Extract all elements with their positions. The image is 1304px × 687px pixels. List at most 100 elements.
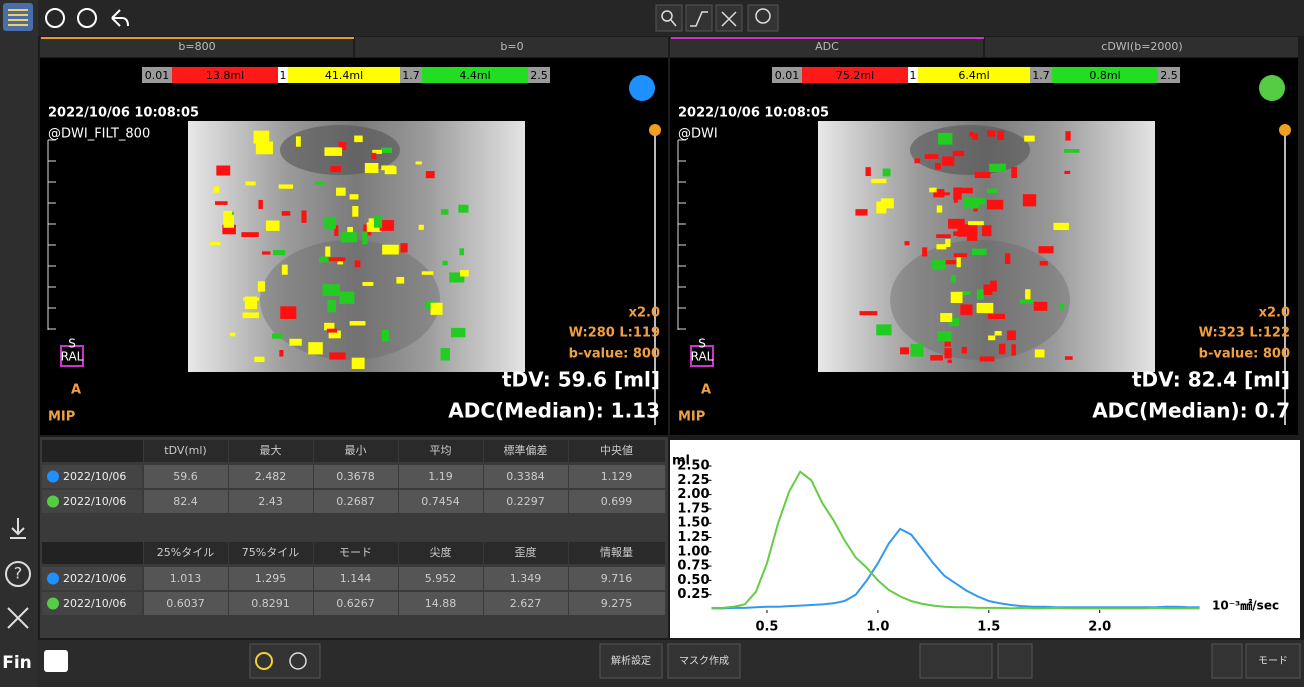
mask-tools[interactable] xyxy=(919,643,993,679)
overlay-blob xyxy=(961,346,967,354)
overlay-blob xyxy=(273,250,286,256)
overlay-blob xyxy=(956,256,961,268)
tab[interactable] xyxy=(355,37,668,57)
cell-value: 0.699 xyxy=(601,495,633,508)
column-header: 中央値 xyxy=(600,444,633,457)
help-icon[interactable] xyxy=(5,561,31,587)
value-cell xyxy=(314,592,398,615)
colorbar-label: 13.8ml xyxy=(206,69,244,82)
value-cell xyxy=(484,592,568,615)
overlay-blob xyxy=(362,231,368,245)
overlay-blob xyxy=(955,291,971,296)
colorbar-label: 1.7 xyxy=(402,69,420,82)
overlay-blob xyxy=(458,204,469,213)
tab-indicator xyxy=(41,37,354,39)
overlay-blob xyxy=(1064,356,1073,360)
overlay-blob xyxy=(254,356,265,363)
histogram-line xyxy=(711,470,1200,610)
colorbar-segment xyxy=(400,67,422,83)
exit-button[interactable]: Fin xyxy=(2,653,32,673)
zoom-level: x2.0 xyxy=(1259,306,1290,321)
overlay-blob xyxy=(1063,149,1080,153)
mode-button[interactable] xyxy=(1245,643,1301,679)
reset-button[interactable] xyxy=(77,8,97,28)
snapshot-button[interactable] xyxy=(44,650,68,672)
orientation-bottom: A xyxy=(701,383,711,398)
value-cell xyxy=(144,567,228,590)
overlay-blob xyxy=(936,244,947,250)
value-cell xyxy=(314,490,398,513)
header-cell xyxy=(229,440,313,462)
tab-indicator xyxy=(671,37,984,39)
row-date: 2022/10/06 xyxy=(63,470,126,483)
mask-create-button[interactable] xyxy=(667,643,741,679)
b-value: b-value: 800 xyxy=(1199,347,1290,362)
overlay-blob xyxy=(440,209,449,215)
tools-icon[interactable] xyxy=(7,607,29,629)
acquisition-date: 2022/10/06 10:08:05 xyxy=(678,106,829,121)
colorbar-segment xyxy=(772,67,802,83)
overlay-blob xyxy=(213,186,220,193)
overlay-blob xyxy=(338,141,347,150)
slider-knob[interactable] xyxy=(1279,124,1291,136)
view-button[interactable] xyxy=(1211,643,1243,679)
overlay-blob xyxy=(944,341,951,347)
overlay-blob xyxy=(950,291,963,304)
overlay-blob xyxy=(430,302,443,315)
header-cell xyxy=(144,542,228,564)
zoom-button[interactable] xyxy=(655,4,683,32)
tab[interactable] xyxy=(40,37,353,57)
value-cell xyxy=(399,490,483,513)
menu-button[interactable] xyxy=(3,3,33,31)
overlay-blob xyxy=(988,335,996,341)
overlay-blob xyxy=(334,225,339,236)
overlay-blob xyxy=(326,328,338,333)
tab[interactable] xyxy=(985,37,1298,57)
x-axis-label: 10⁻³㎟/sec xyxy=(1212,598,1279,613)
column-header: 尖度 xyxy=(430,545,452,559)
value-cell xyxy=(144,592,228,615)
overlay-blob xyxy=(1022,194,1037,207)
header-cell xyxy=(399,440,483,462)
mask-erase-button[interactable] xyxy=(997,643,1033,679)
overlay-blob xyxy=(272,333,283,339)
overlay-blob xyxy=(960,304,973,316)
tumor-volume: tDV: 82.4 [ml] xyxy=(1132,368,1290,392)
header-cell xyxy=(484,440,568,462)
info-button[interactable] xyxy=(45,8,65,28)
sidebar xyxy=(0,0,38,687)
column-header: 歪度 xyxy=(515,545,537,559)
overlay-blob xyxy=(324,216,336,229)
overlay-blob xyxy=(328,330,341,339)
y-tick-label: 1.00 xyxy=(677,544,709,559)
overlay-blob xyxy=(324,147,343,156)
overlay-blob xyxy=(301,210,307,223)
undo-button[interactable] xyxy=(111,9,129,27)
circle-roi-button[interactable] xyxy=(255,652,273,670)
slider-knob[interactable] xyxy=(649,124,661,136)
tab[interactable] xyxy=(670,37,983,57)
overlay-blob xyxy=(937,331,952,342)
cell-value: 2.482 xyxy=(255,470,287,483)
overlay-blob xyxy=(986,199,1004,210)
value-cell xyxy=(569,490,665,513)
colorbar-segment xyxy=(1052,67,1158,83)
colorbar-segment xyxy=(1030,67,1052,83)
y-tick-label: 1.25 xyxy=(677,530,709,545)
colorbar-label: 0.01 xyxy=(775,69,800,82)
overlay-blob xyxy=(379,220,395,231)
overlay-blob xyxy=(1033,301,1048,311)
analysis-settings-button[interactable] xyxy=(599,643,663,679)
overlay-blob xyxy=(222,224,236,235)
header-cell xyxy=(314,440,398,462)
overlay-blob xyxy=(327,299,337,313)
cell-value: 1.19 xyxy=(428,470,453,483)
y-tick-label: 2.25 xyxy=(677,473,709,488)
download-icon[interactable] xyxy=(10,518,26,539)
overlay-blob xyxy=(340,232,357,243)
overlay-blob xyxy=(381,330,389,342)
clear-roi-button[interactable] xyxy=(289,652,307,670)
cell-value: 14.88 xyxy=(425,597,457,610)
overlay-blob xyxy=(450,327,466,338)
header-cell xyxy=(569,440,665,462)
